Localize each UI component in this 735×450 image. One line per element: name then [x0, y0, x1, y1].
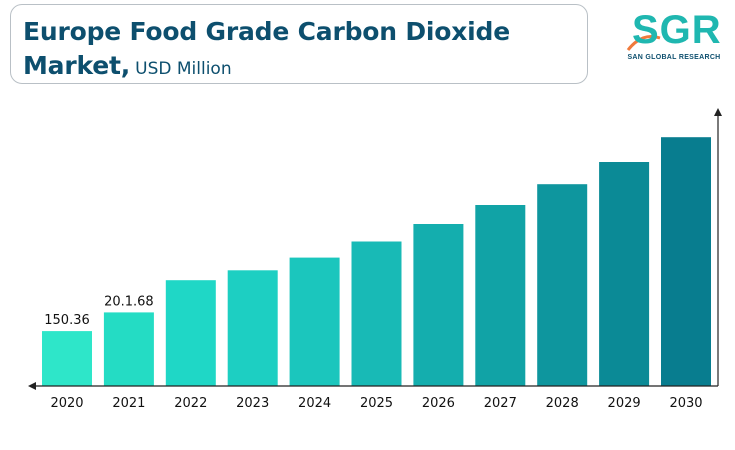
chart-title-line1: Europe Food Grade Carbon Dioxide — [23, 17, 510, 46]
y-axis-arrow-icon — [714, 108, 722, 116]
chart-title-line2: Market, USD Million — [23, 51, 232, 80]
data-label: 150.36 — [44, 313, 90, 328]
x-tick-label: 2020 — [50, 396, 83, 411]
chart-title-box: Europe Food Grade Carbon Dioxide Market,… — [10, 4, 588, 84]
bar-2021 — [103, 312, 154, 386]
x-tick-label: 2021 — [112, 396, 145, 411]
x-tick-label: 2024 — [298, 396, 331, 411]
logo-mark: SGR — [632, 8, 722, 52]
bar-2030 — [661, 137, 711, 386]
x-tick-label: 2022 — [174, 396, 207, 411]
bar-2027 — [475, 205, 526, 386]
bar-2029 — [599, 162, 650, 386]
logo-name: SAN GLOBAL RESEARCH — [627, 54, 721, 61]
bar-2024 — [289, 257, 340, 386]
x-axis-arrow-icon — [28, 382, 36, 390]
logo-swoosh-icon — [626, 35, 661, 51]
bar-2025 — [351, 241, 402, 386]
x-tick-label: 2023 — [236, 396, 269, 411]
bar-2020 — [42, 331, 92, 386]
bar-2023 — [227, 270, 278, 386]
x-tick-label: 2025 — [360, 396, 393, 411]
chart-title-unit: USD Million — [135, 59, 232, 79]
chart-title-market: Market, — [23, 51, 131, 80]
x-tick-label: 2026 — [422, 396, 455, 411]
data-label: 20.1.68 — [104, 294, 154, 309]
bar-2028 — [537, 184, 588, 386]
company-logo: SGR SAN GLOBAL RESEARCH — [624, 8, 724, 68]
x-tick-label: 2030 — [669, 396, 702, 411]
bar-2026 — [413, 224, 464, 386]
x-tick-label: 2028 — [546, 396, 579, 411]
bar-2022 — [165, 280, 216, 386]
x-tick-label: 2027 — [484, 396, 517, 411]
x-tick-label: 2029 — [608, 396, 641, 411]
